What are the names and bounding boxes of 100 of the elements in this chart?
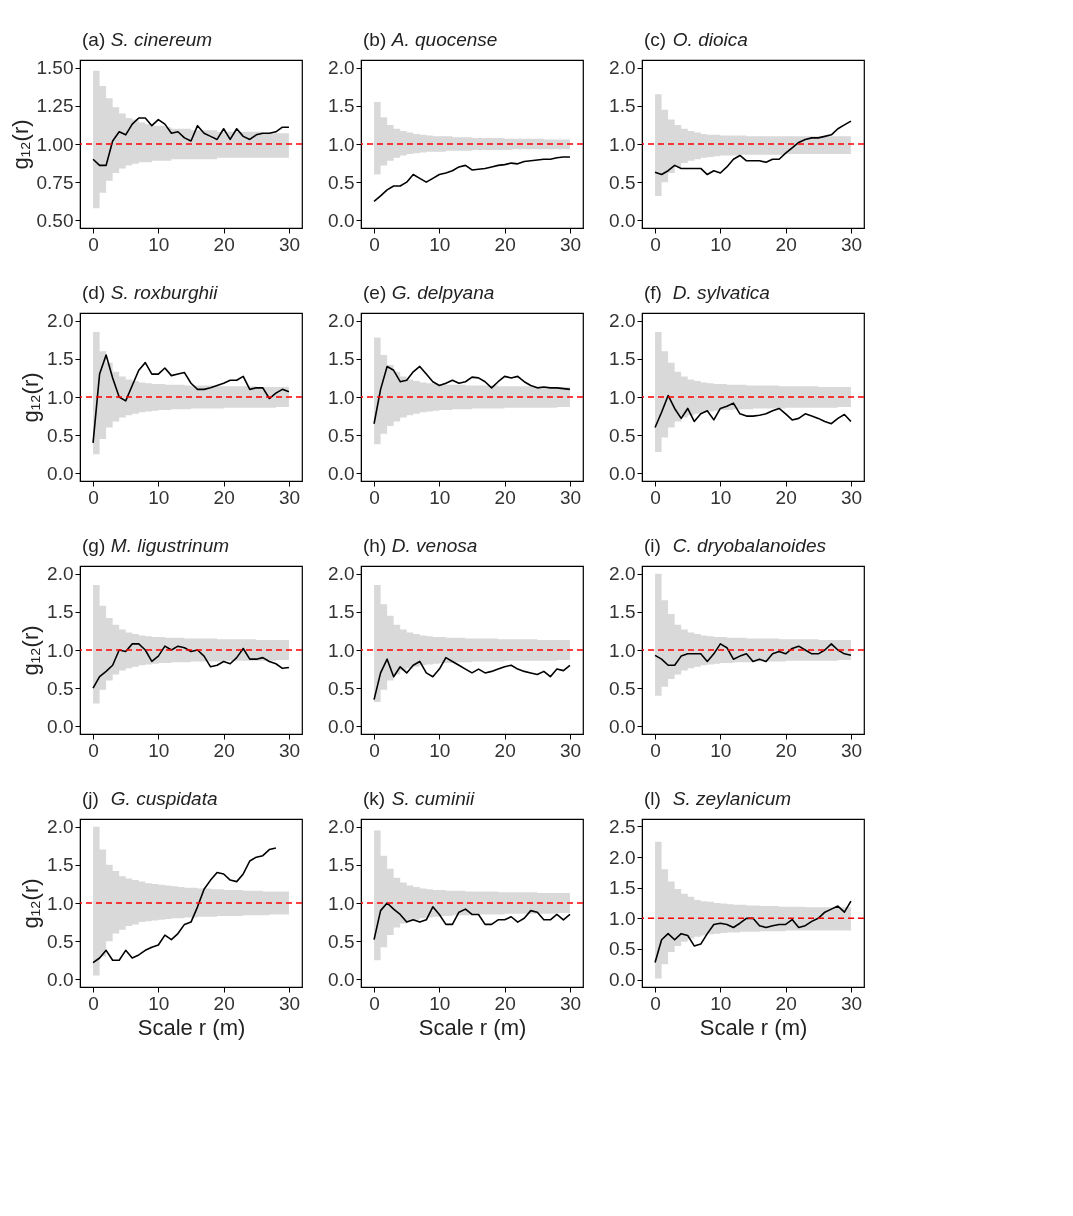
y-tick-label: 0.50 <box>36 209 74 231</box>
x-tick-label: 30 <box>559 739 582 761</box>
x-tick-label: 10 <box>710 486 732 508</box>
x-tick-label: 10 <box>429 233 451 255</box>
line-series <box>373 656 571 701</box>
x-tick-label: 30 <box>840 739 863 761</box>
y-tick-label: 0.5 <box>609 677 636 699</box>
y-tick-label: 2.0 <box>609 57 636 79</box>
x-tick-label: 0 <box>369 486 380 508</box>
x-tick-label: 20 <box>775 486 797 508</box>
y-tick-label: 2.0 <box>328 563 355 585</box>
y-tick-label: 2.0 <box>47 563 74 585</box>
y-tick-label: 2.0 <box>609 563 636 585</box>
chart-title: (i) C. dryobalanoides <box>644 535 827 556</box>
x-tick-label: 30 <box>278 739 301 761</box>
x-tick-label: 20 <box>494 233 516 255</box>
x-tick-label: 10 <box>710 992 732 1014</box>
x-axis-title: Scale r (m) <box>699 1014 808 1040</box>
y-tick-label: 0.5 <box>328 171 355 193</box>
line-series <box>373 902 571 941</box>
line-series <box>373 156 571 203</box>
y-tick-label: 2.5 <box>609 815 636 837</box>
x-tick-label: 10 <box>710 233 732 255</box>
x-tick-label: 0 <box>369 739 380 761</box>
x-tick-label: 10 <box>429 992 451 1014</box>
y-tick-label: 2.0 <box>609 846 636 868</box>
x-tick-label: 30 <box>559 233 582 255</box>
y-tick-label: 1.5 <box>47 601 74 623</box>
x-tick-label: 30 <box>278 233 301 255</box>
y-tick-label: 1.0 <box>47 386 74 408</box>
y-tick-label: 0.0 <box>609 209 636 231</box>
y-tick-label: 0.0 <box>328 968 355 990</box>
y-tick-label: 2.0 <box>47 310 74 332</box>
x-tick-label: 20 <box>494 739 516 761</box>
y-tick-label: 1.5 <box>328 348 355 370</box>
chart-title: (a) S. cinereum <box>82 29 213 50</box>
x-tick-label: 0 <box>650 233 661 255</box>
x-tick-label: 20 <box>494 992 516 1014</box>
line-series <box>92 643 290 689</box>
chart-title: (d) S. roxburghii <box>82 282 219 303</box>
x-axis-title: Scale r (m) <box>418 1014 527 1040</box>
x-tick-label: 10 <box>148 233 170 255</box>
x-tick-label: 0 <box>369 992 380 1014</box>
y-tick-label: 1.0 <box>328 892 355 914</box>
x-axis-title: Scale r (m) <box>137 1014 246 1040</box>
y-axis-title: g₁₂(r) <box>7 119 33 170</box>
y-tick-label: 0.0 <box>609 969 636 991</box>
y-tick-label: 0.0 <box>328 715 355 737</box>
y-tick-label: 1.0 <box>609 639 636 661</box>
x-tick-label: 10 <box>148 486 170 508</box>
x-tick-label: 30 <box>559 486 582 508</box>
y-axis-title: g₁₂(r) <box>18 372 44 423</box>
y-tick-label: 0.5 <box>609 938 636 960</box>
y-tick-label: 1.0 <box>47 639 74 661</box>
x-tick-label: 0 <box>88 486 99 508</box>
x-tick-label: 30 <box>840 486 863 508</box>
line-series <box>92 847 277 964</box>
y-tick-label: 1.00 <box>36 133 74 155</box>
x-tick-label: 20 <box>213 233 235 255</box>
x-tick-label: 20 <box>775 233 797 255</box>
y-tick-label: 0.75 <box>36 171 74 193</box>
x-tick-label: 20 <box>775 739 797 761</box>
y-tick-label: 1.5 <box>609 95 636 117</box>
y-tick-label: 0.0 <box>47 715 74 737</box>
y-tick-label: 0.5 <box>47 930 74 952</box>
y-tick-label: 1.5 <box>328 601 355 623</box>
chart-title: (c) O. dioica <box>644 29 748 50</box>
y-tick-label: 0.0 <box>609 462 636 484</box>
line-series <box>92 117 290 167</box>
line-series <box>654 394 852 429</box>
y-tick-label: 0.5 <box>609 171 636 193</box>
x-tick-label: 20 <box>213 739 235 761</box>
y-tick-label: 0.5 <box>609 424 636 446</box>
line-series <box>654 643 852 667</box>
y-tick-label: 1.0 <box>328 133 355 155</box>
chart-title: (e) G. delpyana <box>363 282 495 303</box>
x-tick-label: 10 <box>429 739 451 761</box>
line-series <box>373 365 571 425</box>
y-tick-label: 2.0 <box>328 310 355 332</box>
y-axis-title: g₁₂(r) <box>18 878 44 929</box>
y-tick-label: 2.0 <box>328 816 355 838</box>
x-tick-label: 0 <box>88 233 99 255</box>
y-tick-label: 1.25 <box>36 95 74 117</box>
chart-title: (g) M. ligustrinum <box>82 535 230 556</box>
x-tick-label: 30 <box>559 992 582 1014</box>
y-tick-label: 0.0 <box>328 209 355 231</box>
x-tick-label: 30 <box>840 233 863 255</box>
y-tick-label: 1.0 <box>328 386 355 408</box>
x-tick-label: 20 <box>775 992 797 1014</box>
x-tick-label: 30 <box>278 992 301 1014</box>
y-tick-label: 1.5 <box>609 601 636 623</box>
y-tick-label: 2.0 <box>328 57 355 79</box>
x-tick-label: 20 <box>213 486 235 508</box>
y-tick-label: 1.0 <box>609 133 636 155</box>
x-tick-label: 0 <box>650 739 661 761</box>
y-tick-label: 1.5 <box>328 854 355 876</box>
y-tick-label: 0.0 <box>47 462 74 484</box>
y-tick-label: 1.0 <box>609 907 636 929</box>
y-tick-label: 1.0 <box>47 892 74 914</box>
chart-title: (l) S. zeylanicum <box>644 788 792 809</box>
